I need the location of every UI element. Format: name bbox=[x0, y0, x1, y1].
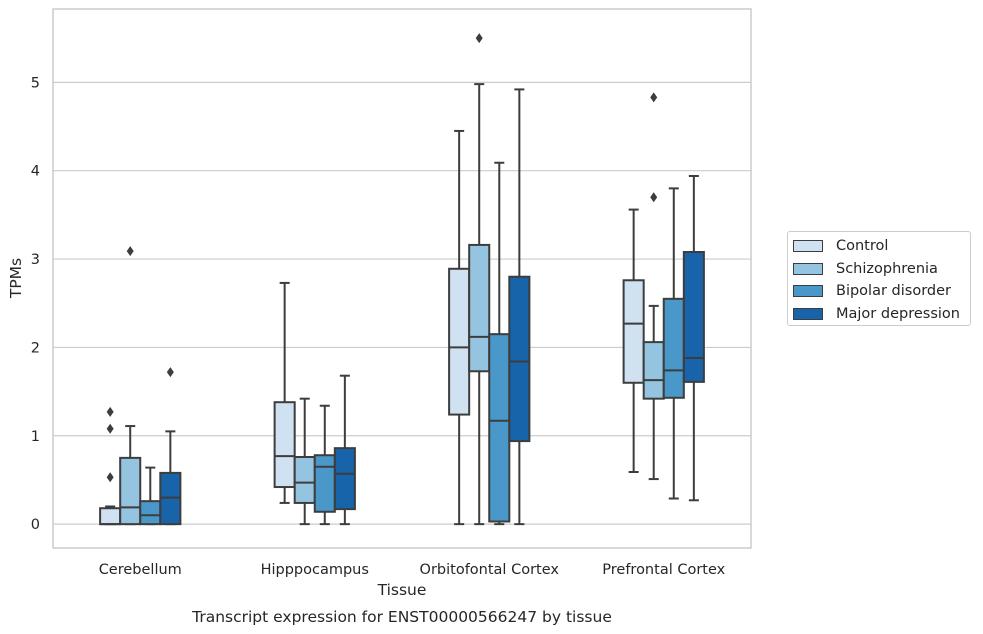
box-bipolar-disorder bbox=[662, 187, 685, 500]
outlier-point bbox=[106, 472, 114, 483]
box-body bbox=[508, 275, 531, 443]
x-tick-label: Orbitofontal Cortex bbox=[420, 562, 560, 578]
y-axis-label: TPMs bbox=[7, 258, 25, 299]
box-schizophrenia bbox=[642, 92, 665, 481]
legend-swatch bbox=[793, 262, 823, 275]
box-control bbox=[622, 208, 645, 474]
box-schizophrenia bbox=[119, 246, 142, 526]
outlier-point bbox=[650, 192, 658, 203]
box-body bbox=[273, 401, 296, 489]
box-body bbox=[139, 500, 162, 526]
y-tick-label: 3 bbox=[31, 252, 40, 268]
legend-label: Major depression bbox=[836, 305, 960, 322]
outlier-point bbox=[475, 33, 483, 44]
y-tick-label: 1 bbox=[31, 429, 40, 445]
box-body bbox=[662, 297, 685, 399]
box-major-depression bbox=[508, 88, 531, 526]
y-tick-label: 4 bbox=[31, 164, 40, 180]
legend-swatch bbox=[793, 240, 823, 253]
box-control bbox=[99, 406, 122, 526]
box-body bbox=[622, 279, 645, 384]
legend-label: Bipolar disorder bbox=[836, 283, 951, 300]
legend-swatch bbox=[793, 307, 823, 320]
box-major-depression bbox=[682, 175, 705, 502]
box-bipolar-disorder bbox=[488, 161, 511, 526]
box-body bbox=[293, 455, 316, 504]
box-body bbox=[468, 243, 491, 373]
legend-item: Schizophrenia bbox=[793, 258, 970, 281]
legend-swatch bbox=[793, 285, 823, 298]
legend-item: Major depression bbox=[793, 303, 970, 326]
box-body bbox=[333, 447, 356, 511]
box-body bbox=[448, 267, 471, 416]
x-tick-label: Cerebellum bbox=[99, 562, 182, 578]
legend-label: Schizophrenia bbox=[836, 260, 938, 277]
legend: Control Schizophrenia Bipolar disorder Majo… bbox=[787, 231, 971, 326]
legend-label: Control bbox=[836, 238, 889, 255]
box-schizophrenia bbox=[293, 397, 316, 526]
box-bipolar-disorder bbox=[313, 404, 336, 526]
legend-item: Bipolar disorder bbox=[793, 280, 970, 303]
box-schizophrenia bbox=[468, 33, 491, 526]
box-body bbox=[119, 456, 142, 526]
box-major-depression bbox=[333, 374, 356, 526]
y-tick-label: 2 bbox=[31, 340, 40, 356]
box-major-depression bbox=[159, 367, 182, 526]
chart-title: Transcript expression for ENST0000056624… bbox=[191, 608, 612, 626]
box-bipolar-disorder bbox=[139, 466, 162, 526]
outlier-point bbox=[106, 406, 114, 417]
y-tick-label: 0 bbox=[31, 517, 40, 533]
legend-item: Control bbox=[793, 235, 970, 258]
box-control bbox=[273, 281, 296, 504]
box-body bbox=[99, 507, 122, 526]
box-body bbox=[313, 454, 336, 513]
box-body bbox=[488, 333, 511, 523]
x-axis-label: Tissue bbox=[377, 581, 427, 599]
x-tick-label: Prefrontal Cortex bbox=[602, 562, 725, 578]
y-tick-label: 5 bbox=[31, 75, 40, 91]
box-control bbox=[448, 129, 471, 526]
plot-frame bbox=[52, 8, 752, 549]
box-body bbox=[642, 341, 665, 400]
outlier-point bbox=[126, 246, 134, 257]
box-body bbox=[682, 250, 705, 383]
outlier-point bbox=[166, 367, 174, 378]
x-tick-label: Hipppocampus bbox=[261, 562, 369, 578]
outlier-point bbox=[650, 92, 658, 103]
outlier-point bbox=[106, 423, 114, 434]
